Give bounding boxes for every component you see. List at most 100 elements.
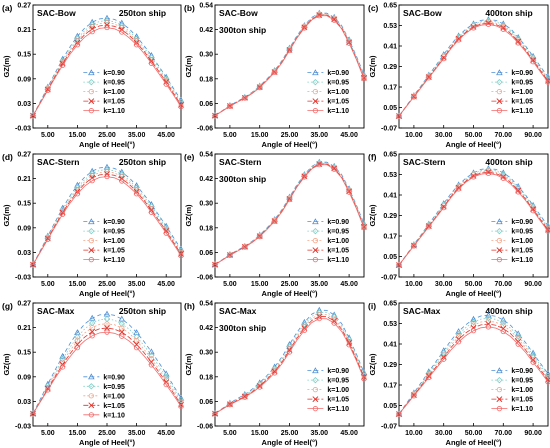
legend-marker xyxy=(312,98,319,105)
data-point xyxy=(74,184,81,191)
chart-panel-h: -0.06 0.06 0.18 0.30 0.42 0.54 5.00 15.00 25.00 3… xyxy=(184,301,368,447)
y-tick-label: -0.07 xyxy=(381,126,397,133)
data-point xyxy=(178,401,184,408)
legend-marker xyxy=(496,387,502,393)
data-point xyxy=(148,60,155,66)
x-tick-label: 30.00 xyxy=(435,430,453,437)
ship-label: 300ton ship xyxy=(219,323,266,333)
data-point xyxy=(178,403,184,409)
legend-item-label: k=1.00 xyxy=(327,89,349,96)
series-line xyxy=(214,15,365,117)
data-point xyxy=(89,328,96,335)
data-point xyxy=(257,85,263,91)
legend-marker xyxy=(496,78,503,86)
legend-marker xyxy=(496,218,503,225)
data-point xyxy=(470,315,477,322)
x-tick-label: 10.00 xyxy=(405,281,423,288)
data-point xyxy=(44,380,52,387)
panel-label: (i) xyxy=(368,301,376,311)
ship-label: 400ton ship xyxy=(485,157,532,167)
y-axis-label: GZ(m) xyxy=(368,353,377,376)
y-tick-label: 0.09 xyxy=(17,374,31,381)
legend-marker xyxy=(88,257,94,263)
data-point xyxy=(133,35,140,42)
legend-item-label: k=1.10 xyxy=(327,108,349,115)
data-point xyxy=(396,262,402,268)
legend-marker xyxy=(88,393,94,399)
data-point xyxy=(515,187,522,194)
y-tick-label: 0.03 xyxy=(17,250,31,257)
ship-label: 250ton ship xyxy=(119,306,166,316)
series-line xyxy=(214,311,365,415)
data-point xyxy=(361,376,367,382)
panel-label: (c) xyxy=(368,3,379,13)
data-point xyxy=(455,37,462,43)
legend-item-label: k=1.10 xyxy=(327,406,349,413)
legend-item-label: k=0.95 xyxy=(511,229,533,236)
legend-marker xyxy=(88,98,95,105)
data-point xyxy=(104,325,110,331)
y-tick-label: 0.17 xyxy=(383,383,397,390)
y-tick-label: 0.17 xyxy=(383,85,397,92)
legend: k=0.90 k=0.95 k=1.00 k=1.05 k=1.10 xyxy=(83,373,125,419)
x-tick-label: 30.00 xyxy=(435,281,453,288)
series-line xyxy=(32,323,182,414)
chart-panel-c: -0.07 0.05 0.17 0.29 0.41 0.53 0.65 10.00 30.00 5… xyxy=(368,3,550,149)
data-point xyxy=(361,223,367,229)
method-label: SAC-Stern xyxy=(403,157,446,167)
data-point xyxy=(545,228,550,234)
data-point xyxy=(301,321,308,328)
method-label: SAC-Bow xyxy=(219,8,258,18)
method-label: SAC-Stern xyxy=(219,157,262,167)
data-point xyxy=(426,75,432,81)
legend-item-label: k=1.00 xyxy=(327,238,349,245)
legend-marker xyxy=(312,78,319,86)
legend-marker xyxy=(88,69,95,76)
data-point xyxy=(441,205,447,211)
data-point xyxy=(271,368,278,375)
legend-item-label: k=1.10 xyxy=(103,108,125,115)
data-point xyxy=(227,103,233,109)
legend-marker xyxy=(496,238,502,244)
data-point xyxy=(133,345,140,351)
data-point xyxy=(133,333,140,340)
y-tick-label: 0.65 xyxy=(383,3,397,10)
ship-label: 300ton ship xyxy=(219,25,266,35)
y-tick-label: 0.18 xyxy=(199,374,213,381)
data-point xyxy=(119,325,125,331)
data-point xyxy=(441,356,447,362)
data-point xyxy=(74,333,81,341)
data-point xyxy=(133,338,140,344)
series-line xyxy=(32,169,182,265)
legend-item-label: k=1.00 xyxy=(511,238,533,245)
legend-marker xyxy=(88,402,95,409)
y-tick-label: 0.42 xyxy=(199,176,213,183)
legend-marker xyxy=(496,376,503,384)
data-point xyxy=(104,321,110,327)
y-tick-label: 0.54 xyxy=(199,301,213,308)
data-point xyxy=(530,206,537,213)
panel-label: (g) xyxy=(2,301,13,311)
data-point xyxy=(119,333,125,339)
data-point xyxy=(500,24,507,31)
data-point xyxy=(411,243,417,249)
data-point xyxy=(242,244,248,250)
data-point xyxy=(133,42,140,48)
y-tick-label: 0.17 xyxy=(383,234,397,241)
legend-marker xyxy=(312,257,318,263)
y-tick-label: 0.30 xyxy=(199,52,213,59)
data-point xyxy=(148,362,155,368)
x-tick-label: 70.00 xyxy=(495,132,513,139)
ship-label: 250ton ship xyxy=(119,8,166,18)
y-tick-label: 0.41 xyxy=(383,44,397,51)
x-tick-label: 5.00 xyxy=(223,430,237,437)
data-point xyxy=(301,174,308,180)
legend-item-label: k=0.95 xyxy=(511,378,533,385)
y-tick-label: -0.03 xyxy=(15,424,31,431)
legend-marker xyxy=(496,108,502,114)
legend-item-label: k=1.05 xyxy=(103,99,125,106)
data-point xyxy=(74,42,81,48)
data-point xyxy=(530,208,536,214)
y-axis-label: GZ(m) xyxy=(2,55,11,78)
data-point xyxy=(104,329,110,335)
